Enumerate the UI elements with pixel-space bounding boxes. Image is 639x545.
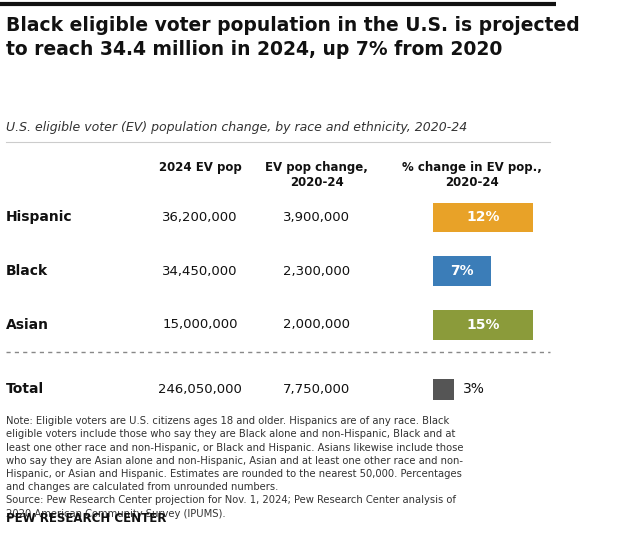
Text: 7,750,000: 7,750,000 [283,383,350,396]
Text: PEW RESEARCH CENTER: PEW RESEARCH CENTER [6,512,166,525]
Text: % change in EV pop.,
2020-24: % change in EV pop., 2020-24 [403,161,542,189]
Text: 15%: 15% [466,318,500,332]
Text: EV pop change,
2020-24: EV pop change, 2020-24 [265,161,368,189]
Text: 3,900,000: 3,900,000 [283,211,350,224]
Text: Note: Eligible voters are U.S. citizens ages 18 and older. Hispanics are of any : Note: Eligible voters are U.S. citizens … [6,416,463,519]
FancyBboxPatch shape [433,310,534,340]
Text: Total: Total [6,383,43,396]
Text: 15,000,000: 15,000,000 [162,318,238,331]
Text: 2,000,000: 2,000,000 [283,318,350,331]
Text: Asian: Asian [6,318,49,332]
Text: 12%: 12% [466,210,500,225]
Text: U.S. eligible voter (EV) population change, by race and ethnicity, 2020-24: U.S. eligible voter (EV) population chan… [6,121,467,134]
Text: Black eligible voter population in the U.S. is projected
to reach 34.4 million i: Black eligible voter population in the U… [6,16,580,59]
Text: 34,450,000: 34,450,000 [162,265,238,278]
Text: 3%: 3% [463,383,484,396]
Text: 2024 EV pop: 2024 EV pop [158,161,242,174]
Text: 7%: 7% [450,264,474,278]
Text: Hispanic: Hispanic [6,210,72,225]
Text: 2,300,000: 2,300,000 [283,265,350,278]
Text: 36,200,000: 36,200,000 [162,211,238,224]
Text: Black: Black [6,264,48,278]
Text: 246,050,000: 246,050,000 [158,383,242,396]
FancyBboxPatch shape [433,257,491,286]
FancyBboxPatch shape [433,379,454,399]
FancyBboxPatch shape [433,203,534,232]
